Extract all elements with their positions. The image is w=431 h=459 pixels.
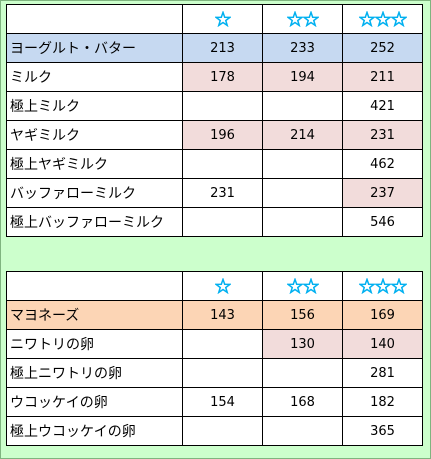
price-one-star: [182, 358, 263, 388]
star-icon: [286, 11, 303, 27]
row-label: バッファローミルク: [6, 178, 183, 208]
row-label: 極上バッファローミルク: [6, 207, 183, 237]
price-two-star: 156: [262, 300, 343, 330]
star-icon: [302, 278, 319, 294]
header-three-star: [342, 4, 423, 34]
star-icon: [390, 11, 407, 27]
table-row: バッファローミルク 231 237: [6, 178, 423, 208]
price-one-star: 231: [182, 178, 263, 208]
price-two-star: [262, 149, 343, 179]
star-icon-group: [286, 278, 319, 294]
price-three-star: 169: [342, 300, 423, 330]
price-two-star: [262, 91, 343, 121]
table-row: 極上ヤギミルク 462: [6, 149, 423, 179]
price-three-star: 237: [342, 178, 423, 208]
table-row: ヤギミルク 196 214 231: [6, 120, 423, 150]
dairy-price-table: ヨーグルト・バター 213 233 252 ミルク 178 194 211 極上…: [6, 4, 423, 237]
price-two-star: [262, 178, 343, 208]
star-icon-group: [214, 11, 231, 27]
price-one-star: [182, 207, 263, 237]
price-two-star: [262, 358, 343, 388]
price-one-star: 196: [182, 120, 263, 150]
table-row: ヨーグルト・バター 213 233 252: [6, 33, 423, 63]
price-two-star: [262, 207, 343, 237]
star-icon: [302, 11, 319, 27]
price-three-star: 140: [342, 329, 423, 359]
price-one-star: [182, 416, 263, 446]
row-label: 極上ニワトリの卵: [6, 358, 183, 388]
price-three-star: 211: [342, 62, 423, 92]
row-label: 極上ウコッケイの卵: [6, 416, 183, 446]
price-two-star: 130: [262, 329, 343, 359]
table-header-row: [6, 271, 423, 301]
table-row: 極上ニワトリの卵 281: [6, 358, 423, 388]
price-three-star: 281: [342, 358, 423, 388]
price-two-star: 233: [262, 33, 343, 63]
row-label: ミルク: [6, 62, 183, 92]
header-two-star: [262, 271, 343, 301]
star-icon-group: [214, 278, 231, 294]
header-empty-cell: [6, 4, 183, 34]
price-one-star: [182, 91, 263, 121]
price-three-star: 462: [342, 149, 423, 179]
egg-mayo-price-table: マヨネーズ 143 156 169 ニワトリの卵 130 140 極上ニワトリの…: [6, 271, 423, 446]
star-icon: [286, 278, 303, 294]
star-icon: [358, 278, 375, 294]
row-label: ウコッケイの卵: [6, 387, 183, 417]
table-row: 極上バッファローミルク 546: [6, 207, 423, 237]
row-label: マヨネーズ: [6, 300, 183, 330]
table-header-row: [6, 4, 423, 34]
price-two-star: 194: [262, 62, 343, 92]
star-icon-group: [358, 278, 407, 294]
header-two-star: [262, 4, 343, 34]
price-two-star: 168: [262, 387, 343, 417]
price-one-star: [182, 149, 263, 179]
row-label: ヨーグルト・バター: [6, 33, 183, 63]
price-three-star: 546: [342, 207, 423, 237]
row-label: 極上ヤギミルク: [6, 149, 183, 179]
price-two-star: 214: [262, 120, 343, 150]
price-one-star: 213: [182, 33, 263, 63]
header-one-star: [182, 271, 263, 301]
header-empty-cell: [6, 271, 183, 301]
price-one-star: 178: [182, 62, 263, 92]
header-three-star: [342, 271, 423, 301]
star-icon: [374, 11, 391, 27]
star-icon: [358, 11, 375, 27]
price-two-star: [262, 416, 343, 446]
header-one-star: [182, 4, 263, 34]
price-three-star: 231: [342, 120, 423, 150]
star-icon: [390, 278, 407, 294]
star-icon: [214, 11, 231, 27]
price-three-star: 421: [342, 91, 423, 121]
table-row: ミルク 178 194 211: [6, 62, 423, 92]
price-three-star: 182: [342, 387, 423, 417]
star-icon: [374, 278, 391, 294]
table-row: 極上ミルク 421: [6, 91, 423, 121]
row-label: ヤギミルク: [6, 120, 183, 150]
star-icon-group: [358, 11, 407, 27]
price-one-star: 143: [182, 300, 263, 330]
price-three-star: 252: [342, 33, 423, 63]
star-icon: [214, 278, 231, 294]
star-icon-group: [286, 11, 319, 27]
table-row: マヨネーズ 143 156 169: [6, 300, 423, 330]
table-row: ウコッケイの卵 154 168 182: [6, 387, 423, 417]
row-label: 極上ミルク: [6, 91, 183, 121]
table-row: ニワトリの卵 130 140: [6, 329, 423, 359]
row-label: ニワトリの卵: [6, 329, 183, 359]
price-one-star: 154: [182, 387, 263, 417]
price-one-star: [182, 329, 263, 359]
price-three-star: 365: [342, 416, 423, 446]
table-row: 極上ウコッケイの卵 365: [6, 416, 423, 446]
